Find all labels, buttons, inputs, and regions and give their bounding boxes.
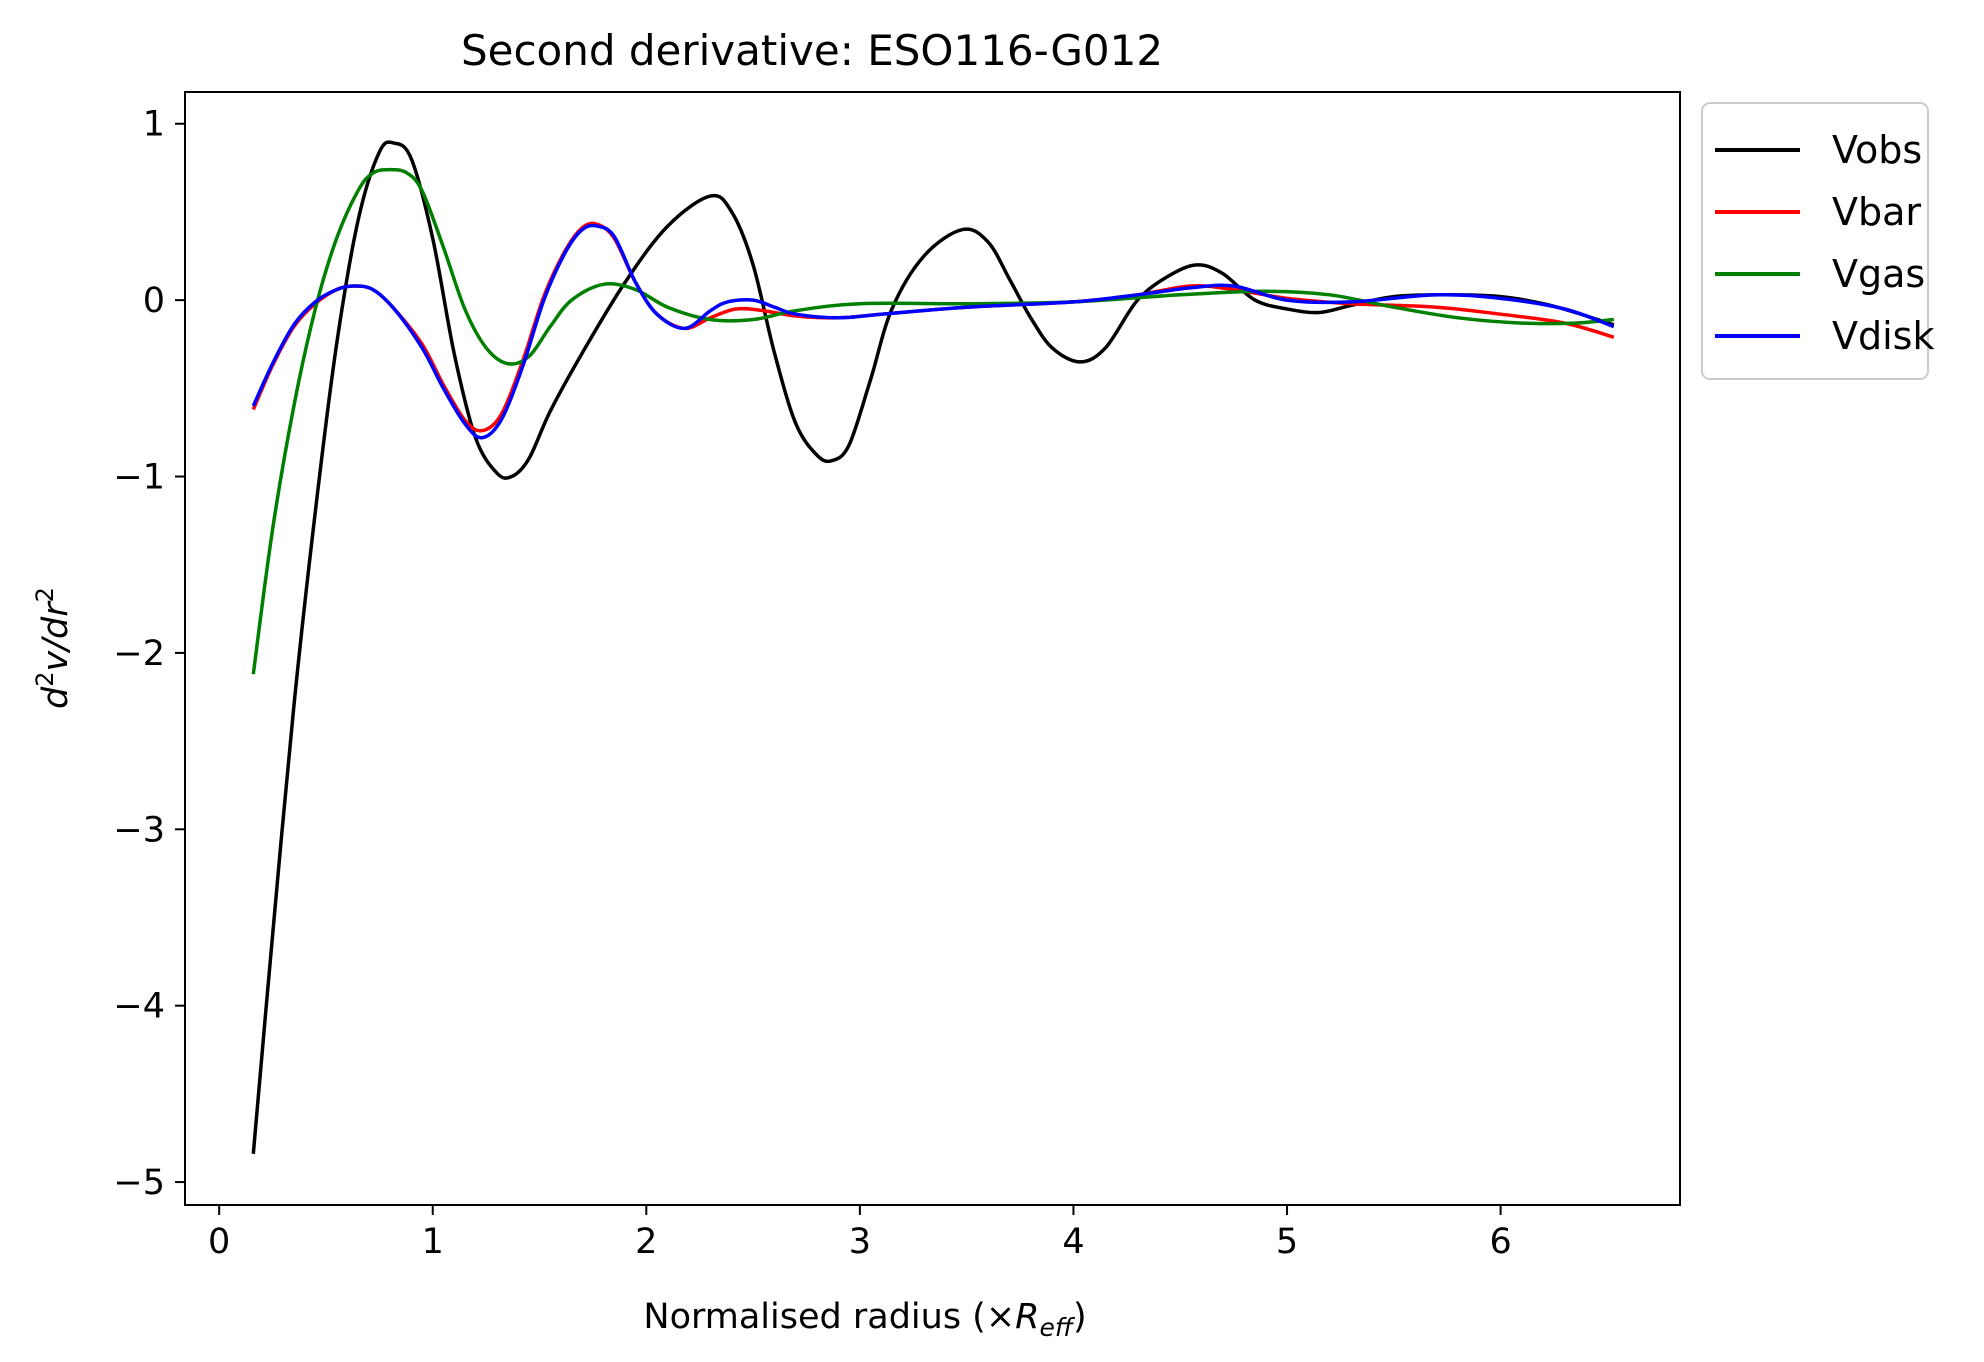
y-tick-label: −3 [113, 810, 165, 850]
y-tick-label: −5 [113, 1163, 165, 1203]
series-line-vgas [251, 167, 1614, 675]
x-axis-ticks: 0 1 2 3 4 5 6 [208, 1205, 1512, 1262]
y-tick-label: −1 [113, 458, 165, 498]
plot-frame [184, 91, 1681, 1206]
legend-label-vgas: Vgas [1832, 252, 1925, 296]
legend: Vobs Vbar Vgas Vdisk [1701, 102, 1934, 380]
legend-label-vobs: Vobs [1832, 128, 1922, 172]
y-tick-label: −4 [113, 987, 165, 1027]
series-line-vdisk [251, 223, 1615, 440]
x-tick-label: 6 [1489, 1222, 1511, 1262]
y-axis-ticks: 1 0 −1 −2 −3 −4 −5 [113, 105, 185, 1203]
y-tick-label: 1 [143, 105, 165, 145]
x-tick-label: 2 [635, 1222, 657, 1262]
plot-lines [251, 140, 1615, 1154]
y-tick-label: 0 [143, 281, 165, 321]
legend-label-vdisk: Vdisk [1832, 314, 1934, 358]
x-tick-label: 1 [422, 1222, 444, 1262]
legend-label-vbar: Vbar [1832, 190, 1921, 234]
x-axis-label: Normalised radius (×Reff) [643, 1297, 1086, 1342]
chart-title: Second derivative: ESO116-G012 [461, 26, 1163, 75]
x-tick-label: 5 [1276, 1222, 1298, 1262]
y-tick-label: −2 [113, 634, 165, 674]
legend-box [1701, 102, 1929, 380]
legend-items: Vobs Vbar Vgas Vdisk [1715, 128, 1934, 358]
x-tick-label: 3 [849, 1222, 871, 1262]
y-axis-label: d2v/dr2 [31, 587, 76, 709]
series-line-vobs [251, 140, 1615, 1154]
x-tick-label: 4 [1062, 1222, 1084, 1262]
x-tick-label: 0 [208, 1222, 230, 1262]
